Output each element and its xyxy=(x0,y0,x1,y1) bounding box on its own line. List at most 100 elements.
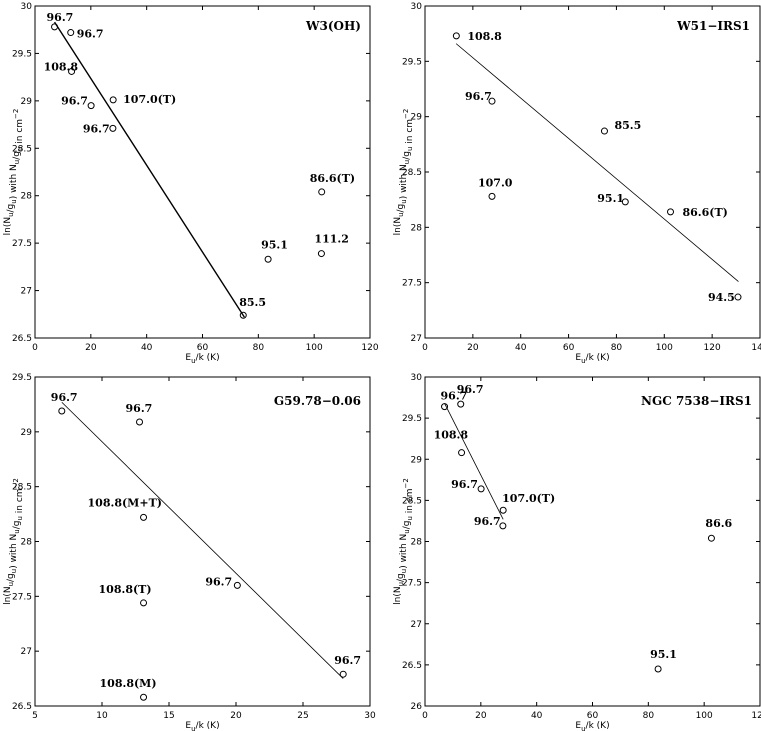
y-tick-label: 29 xyxy=(411,455,423,465)
x-tick-label: 60 xyxy=(563,343,575,353)
data-point xyxy=(51,23,59,31)
x-tick-label: 100 xyxy=(696,711,713,721)
data-point-label: 108.8 xyxy=(467,30,502,43)
y-tick-label: 27 xyxy=(21,647,32,657)
data-point xyxy=(239,311,247,319)
x-tick-label: 0 xyxy=(32,343,38,353)
data-point xyxy=(452,32,460,40)
y-tick-label: 29 xyxy=(21,97,33,107)
x-tick-label: 40 xyxy=(515,343,527,353)
data-point-label: 96.7 xyxy=(457,383,484,396)
y-tick-label: 30 xyxy=(411,373,423,383)
fit-line xyxy=(455,43,739,282)
y-tick-label: 29.5 xyxy=(402,57,422,67)
data-point xyxy=(457,400,465,408)
data-point-label: 86.6 xyxy=(705,517,732,530)
data-point xyxy=(477,485,485,493)
data-point-label: 108.8 xyxy=(44,60,79,73)
y-axis-label: ln(Nu/gu) with Nu/gu in cm−2 xyxy=(393,109,415,236)
y-axis-label: ln(Nu/gu) with Nu/gu in cm−2 xyxy=(3,109,25,236)
data-point-label: 94.5 xyxy=(708,291,735,304)
y-tick-label: 27.5 xyxy=(402,579,422,589)
x-tick-label: 120 xyxy=(751,711,761,721)
data-point-label: 107.0(T) xyxy=(123,93,176,106)
data-point-label: 108.8 xyxy=(434,429,469,442)
data-point xyxy=(441,403,449,411)
x-tick-label: 15 xyxy=(163,711,174,721)
data-point-label: 95.1 xyxy=(650,648,677,661)
panel-title: W3(OH) xyxy=(305,19,361,33)
data-point xyxy=(654,665,662,673)
y-tick-label: 26.5 xyxy=(402,661,422,671)
plot-frame xyxy=(34,376,371,707)
data-point-label: 96.7 xyxy=(51,391,78,404)
chart-panel-3: 5 10 15 20 25 30 26.5 27 27.5 28 28.5 29 29.5 Eu/k (K… xyxy=(3,373,376,731)
data-point xyxy=(317,250,325,258)
y-tick-label: 28 xyxy=(411,538,423,548)
x-axis-label: Eu/k (K) xyxy=(185,353,219,365)
x-axis-label: Eu/k (K) xyxy=(575,353,609,365)
data-point-label: 108.8(M) xyxy=(100,677,157,690)
x-tick-label: 100 xyxy=(656,343,673,353)
y-tick-label: 29.5 xyxy=(12,49,32,59)
data-point xyxy=(318,188,326,196)
data-point xyxy=(67,29,75,37)
y-tick-label: 26 xyxy=(411,702,423,712)
data-point-label: 86.6(T) xyxy=(683,206,728,219)
data-point-label: 96.7 xyxy=(465,90,492,103)
data-point xyxy=(339,670,347,678)
x-tick-label: 40 xyxy=(531,711,543,721)
data-point xyxy=(233,581,241,589)
y-tick-label: 28 xyxy=(411,223,423,233)
x-tick-label: 60 xyxy=(197,343,209,353)
plot-frame xyxy=(424,5,761,339)
x-axis-label: Eu/k (K) xyxy=(575,721,609,731)
x-tick-label: 60 xyxy=(587,711,599,721)
data-point xyxy=(621,198,629,206)
fit-line xyxy=(61,401,344,679)
y-tick-label: 29.5 xyxy=(402,414,422,424)
y-tick-label: 28.5 xyxy=(402,496,422,506)
data-point xyxy=(707,534,715,542)
y-tick-label: 27.5 xyxy=(402,279,422,289)
data-point-label: 96.7 xyxy=(205,575,232,588)
y-tick-label: 27.5 xyxy=(12,239,32,249)
x-axis-label: Eu/k (K) xyxy=(185,721,219,731)
y-tick-label: 28 xyxy=(21,538,33,548)
data-point-label: 96.7 xyxy=(77,28,104,41)
data-point xyxy=(58,407,66,415)
data-point xyxy=(667,208,675,216)
chart-panel-1: 0 20 40 60 80 100 120 26.5 27 27.5 28 28.5 29 29.5 30 E… xyxy=(3,2,379,365)
data-point xyxy=(499,506,507,514)
fit-line xyxy=(444,403,504,520)
data-point-label: 108.8(M+T) xyxy=(88,496,162,509)
x-tick-label: 10 xyxy=(96,711,108,721)
data-point-label: 96.7 xyxy=(441,390,468,403)
panel-title: W51−IRS1 xyxy=(676,19,750,33)
x-tick-label: 20 xyxy=(475,711,487,721)
data-point-label: 96.7 xyxy=(474,515,501,528)
data-point xyxy=(600,127,608,135)
x-tick-label: 20 xyxy=(467,343,479,353)
data-point xyxy=(499,522,507,530)
y-axis-label: ln(Nu/gu) with Nu/gu in cm−2 xyxy=(3,478,25,605)
data-point-label: 108.8(T) xyxy=(99,583,152,596)
y-tick-label: 28.5 xyxy=(402,168,422,178)
data-point-label: 86.6(T) xyxy=(310,172,355,185)
data-point xyxy=(734,293,742,301)
data-point-label: 107.0 xyxy=(478,176,513,189)
x-tick-label: 100 xyxy=(306,343,323,353)
panel-title: NGC 7538−IRS1 xyxy=(641,394,752,408)
y-tick-label: 27 xyxy=(411,620,422,630)
x-tick-label: 25 xyxy=(297,711,308,721)
data-point-label: 95.1 xyxy=(261,238,288,251)
y-tick-label: 26.5 xyxy=(12,702,32,712)
data-point-label: 96.7 xyxy=(47,11,74,24)
x-tick-label: 20 xyxy=(230,711,242,721)
x-tick-label: 80 xyxy=(253,343,265,353)
y-tick-label: 29 xyxy=(411,113,423,123)
data-point xyxy=(488,192,496,200)
y-axis-label: ln(Nu/gu) with Nu/gu in cm−2 xyxy=(393,478,415,605)
x-tick-label: 0 xyxy=(422,711,428,721)
